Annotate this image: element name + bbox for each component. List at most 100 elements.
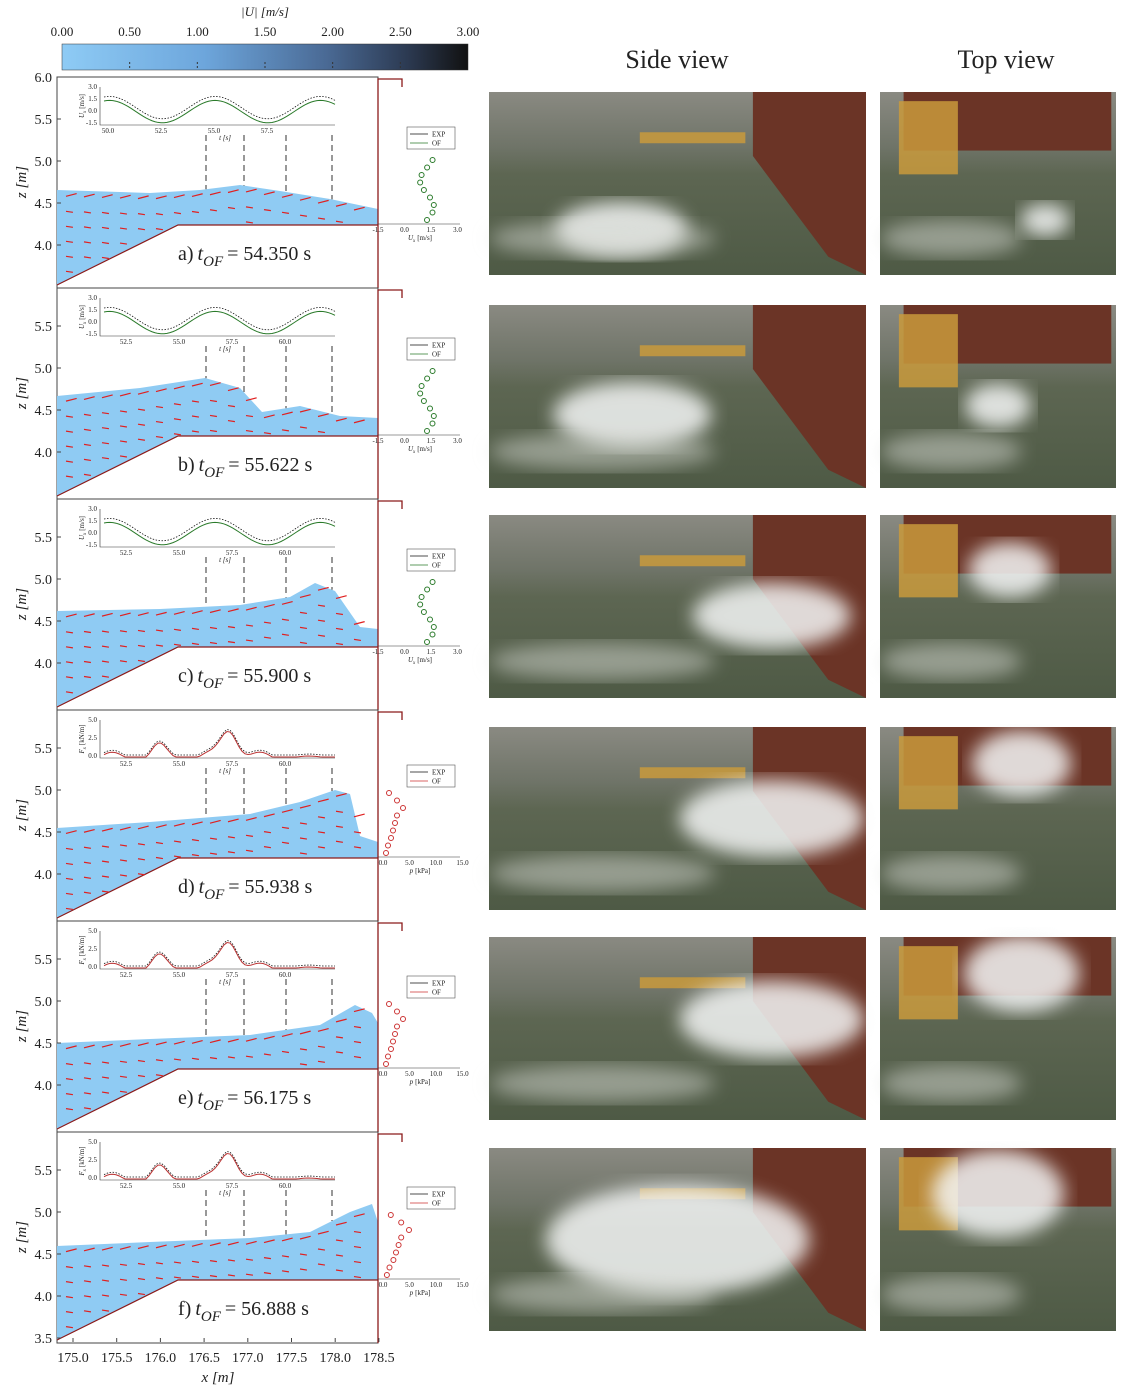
caption-time: = 56.175 s xyxy=(227,1087,311,1109)
velocity-arrow xyxy=(101,1246,113,1251)
profile-x-tick-label: -1.5 xyxy=(372,648,384,656)
profile-marker xyxy=(394,812,400,819)
profile-x-label-symbol: p xyxy=(409,1078,414,1086)
velocity-arrow xyxy=(83,1062,92,1065)
inset-y-tick-label: 3.0 xyxy=(88,505,97,513)
profile-x-label-unit: [m/s] xyxy=(417,445,432,453)
caption-time: = 55.622 s xyxy=(228,454,312,476)
y-tick-label: 5.0 xyxy=(35,362,53,377)
profile-x-label: Ux [m/s] xyxy=(408,234,432,244)
velocity-arrow xyxy=(173,822,185,827)
velocity-arrow xyxy=(173,194,185,199)
velocity-arrow xyxy=(191,1275,200,1278)
velocity-arrow xyxy=(191,1057,200,1060)
profile-x-tick-label: 15.0 xyxy=(456,1281,469,1289)
inset-x-tick-label: 55.0 xyxy=(173,971,186,979)
x-tick-label: 175.5 xyxy=(101,1351,133,1366)
velocity-arrow xyxy=(101,875,110,878)
velocity-arrow xyxy=(299,426,308,429)
velocity-arrow xyxy=(191,400,200,403)
profile-x-label-symbol: U xyxy=(408,656,414,664)
legend-label: EXP xyxy=(432,1191,445,1199)
inset-y-tick-label: 2.5 xyxy=(88,945,97,953)
velocity-arrow xyxy=(119,227,128,230)
profile-x-tick-label: 0.0 xyxy=(400,648,409,656)
velocity-arrow xyxy=(227,641,236,644)
profile-marker xyxy=(390,827,396,834)
profile-marker xyxy=(393,1249,399,1256)
y-axis-label: z [m] xyxy=(14,166,30,199)
y-axis-label: z [m] xyxy=(14,377,30,410)
water xyxy=(57,1204,378,1340)
velocity-arrow xyxy=(227,626,236,629)
velocity-arrow xyxy=(119,859,128,862)
caption-sub: OF xyxy=(203,1098,224,1114)
velocity-arrow xyxy=(299,822,308,825)
velocity-arrow xyxy=(119,1278,128,1281)
profile-marker xyxy=(429,368,436,374)
panel-caption: d) tOF = 55.938 s xyxy=(178,876,313,903)
velocity-arrow xyxy=(209,609,221,614)
profile-marker xyxy=(398,1234,405,1241)
velocity-arrow xyxy=(191,430,200,433)
inset-x-tick-label: 60.0 xyxy=(279,549,292,557)
caption-symbol: t xyxy=(198,665,204,687)
inset-y-label: Fx[kN/m] xyxy=(78,935,88,965)
caption-label: d) xyxy=(178,876,195,898)
inset-x-tick-label: 55.0 xyxy=(173,549,186,557)
velocity-arrow xyxy=(317,1263,326,1266)
column-title: Top view xyxy=(957,45,1054,74)
photo-foam xyxy=(679,980,865,1058)
inset-y-label: Ux[m/s] xyxy=(78,94,88,118)
photo-frame xyxy=(639,132,746,144)
velocity-arrow xyxy=(299,1235,311,1240)
caption-symbol: t xyxy=(198,243,204,265)
inset-y-label-unit: [m/s] xyxy=(78,516,86,531)
inset-y-tick-label: 3.0 xyxy=(88,294,97,302)
velocity-arrow xyxy=(65,1078,74,1081)
panel-caption: f) tOF = 56.888 s xyxy=(178,1298,309,1325)
profile-marker xyxy=(395,1242,402,1248)
velocity-arrow xyxy=(191,210,200,214)
wall xyxy=(377,78,403,288)
caption-symbol: t xyxy=(198,1087,204,1109)
inset-x-tick-label: 55.0 xyxy=(208,127,221,135)
velocity-arrow xyxy=(101,1279,110,1282)
velocity-arrow xyxy=(299,611,308,615)
velocity-arrow xyxy=(83,645,92,649)
profile-x-tick-label: 10.0 xyxy=(430,859,443,867)
caption-time: = 56.888 s xyxy=(225,1298,309,1320)
profile-marker xyxy=(383,1061,389,1067)
velocity-arrow xyxy=(335,792,347,797)
velocity-arrow xyxy=(263,191,275,196)
inset-y-tick-label: 0.0 xyxy=(88,318,97,326)
wall xyxy=(377,500,403,710)
velocity-arrow xyxy=(101,827,113,832)
velocity-arrow xyxy=(155,611,167,616)
profile-x-tick-label: 1.5 xyxy=(427,648,436,656)
velocity-arrow xyxy=(191,1040,203,1044)
legend-label: EXP xyxy=(432,342,445,350)
y-tick-label: 5.5 xyxy=(35,320,53,335)
velocity-arrow xyxy=(83,846,92,849)
velocity-arrow xyxy=(137,644,146,648)
velocity-arrow xyxy=(119,630,128,633)
inset-y-tick-label: 0.0 xyxy=(88,752,97,760)
x-tick-label: 178.5 xyxy=(363,1351,395,1366)
profile-marker xyxy=(390,1038,396,1045)
profile-x-label-sub: x xyxy=(412,239,416,244)
inset-y-label-symbol: F xyxy=(78,960,86,966)
legend-box xyxy=(406,337,456,361)
y-tick-label: 4.5 xyxy=(35,615,53,630)
profile-x-tick-label: 0.0 xyxy=(379,859,388,867)
inset-curve-exp xyxy=(103,940,335,967)
velocity-arrow xyxy=(101,612,113,617)
inset-curve-of xyxy=(103,731,335,758)
velocity-arrow xyxy=(65,430,74,433)
colorbar-tick-label: 0.50 xyxy=(118,24,141,39)
velocity-arrow xyxy=(83,861,92,864)
velocity-arrow xyxy=(65,830,77,835)
velocity-arrow xyxy=(173,855,182,858)
velocity-arrow xyxy=(317,1248,326,1251)
photo-wall xyxy=(752,1148,866,1331)
